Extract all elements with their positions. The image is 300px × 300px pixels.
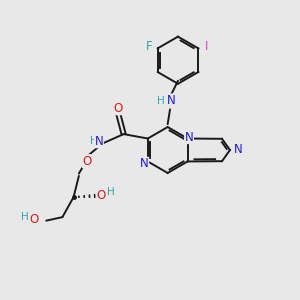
Text: F: F	[146, 40, 153, 53]
Text: O: O	[82, 155, 92, 168]
Text: O: O	[114, 102, 123, 115]
Text: N: N	[140, 157, 148, 170]
Text: N: N	[167, 94, 176, 107]
Text: O: O	[30, 213, 39, 226]
Text: H: H	[107, 187, 115, 196]
Text: O: O	[96, 188, 106, 202]
Text: H: H	[90, 136, 98, 146]
Text: N: N	[234, 143, 243, 157]
Text: H: H	[157, 95, 165, 106]
Text: N: N	[185, 130, 194, 143]
Text: H: H	[21, 212, 29, 222]
Text: I: I	[205, 40, 208, 53]
Text: N: N	[94, 135, 103, 148]
